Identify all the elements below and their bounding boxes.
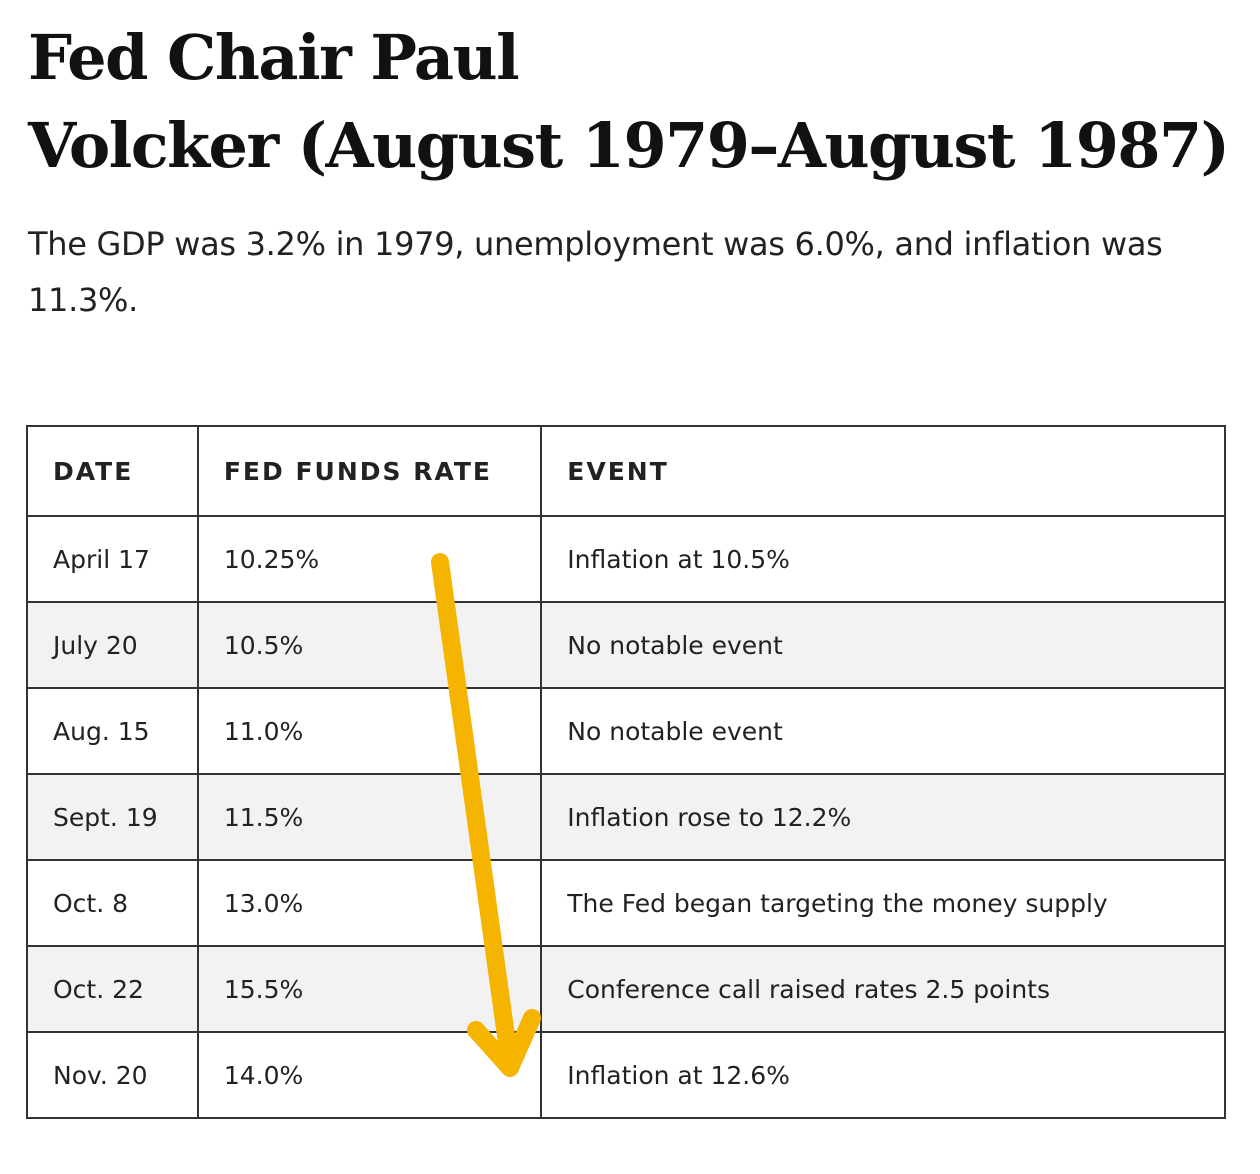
date-cell: Sept. 19	[26, 773, 199, 861]
event-cell: Inflation at 12.6%	[540, 1031, 1226, 1119]
rate-cell: 13.0%	[196, 859, 543, 947]
date-cell: Oct. 8	[26, 859, 199, 947]
rate-cell: 15.5%	[196, 945, 543, 1033]
rate-cell: 10.25%	[196, 515, 543, 603]
date-cell: Oct. 22	[26, 945, 199, 1033]
column-header-event: EVENT	[540, 425, 1226, 517]
table-row: July 20 10.5% No notable event	[26, 601, 1226, 689]
column-header-date: DATE	[26, 425, 199, 517]
rate-cell: 11.5%	[196, 773, 543, 861]
event-cell: Inflation at 10.5%	[540, 515, 1226, 603]
date-cell: July 20	[26, 601, 199, 689]
event-cell: No notable event	[540, 601, 1226, 689]
event-cell: Conference call raised rates 2.5 points	[540, 945, 1226, 1033]
rate-cell: 14.0%	[196, 1031, 543, 1119]
title-line-2: Volcker (August 1979–August 1987)	[28, 109, 1230, 182]
date-cell: April 17	[26, 515, 199, 603]
table-row: April 17 10.25% Inflation at 10.5%	[26, 515, 1226, 603]
column-header-rate: FED FUNDS RATE	[196, 425, 543, 517]
rate-cell: 10.5%	[196, 601, 543, 689]
table-header-row: DATE FED FUNDS RATE EVENT	[26, 425, 1226, 517]
table-row: Nov. 20 14.0% Inflation at 12.6%	[26, 1031, 1226, 1119]
date-cell: Aug. 15	[26, 687, 199, 775]
title-line-1: Fed Chair Paul	[28, 21, 520, 94]
table-row: Sept. 19 11.5% Inflation rose to 12.2%	[26, 773, 1226, 861]
rates-table: DATE FED FUNDS RATE EVENT April 17 10.25…	[26, 425, 1226, 1119]
page-title: Fed Chair Paul Volcker (August 1979–Augu…	[28, 14, 1230, 190]
table-row: Aug. 15 11.0% No notable event	[26, 687, 1226, 775]
event-cell: No notable event	[540, 687, 1226, 775]
event-cell: Inflation rose to 12.2%	[540, 773, 1226, 861]
intro-paragraph: The GDP was 3.2% in 1979, unemployment w…	[28, 225, 1163, 319]
event-cell: The Fed began targeting the money supply	[540, 859, 1226, 947]
rate-cell: 11.0%	[196, 687, 543, 775]
table-row: Oct. 22 15.5% Conference call raised rat…	[26, 945, 1226, 1033]
table-row: Oct. 8 13.0% The Fed began targeting the…	[26, 859, 1226, 947]
date-cell: Nov. 20	[26, 1031, 199, 1119]
